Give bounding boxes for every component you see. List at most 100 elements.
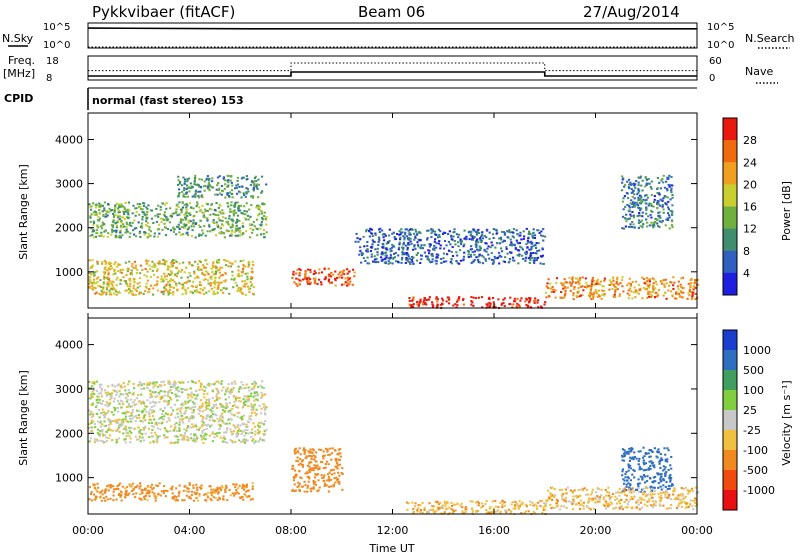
data-cell [367,250,369,252]
data-cell [171,263,173,265]
data-cell [187,234,189,236]
data-cell [261,190,263,192]
data-cell [328,279,330,281]
data-cell [545,296,547,298]
data-cell [413,233,415,235]
data-cell [246,202,248,204]
data-cell [627,193,629,195]
data-cell [409,300,411,302]
data-cell [213,287,215,289]
data-cell [657,215,659,217]
data-cell [575,277,577,279]
data-cell [299,279,301,281]
data-cell [237,177,239,179]
data-cell [126,401,128,403]
data-cell [246,485,248,487]
data-cell [529,504,531,506]
data-cell [164,204,166,206]
data-cell [314,456,316,458]
data-cell [215,270,217,272]
data-cell [105,292,107,294]
data-cell [98,209,100,211]
data-cell [202,442,204,444]
data-cell [457,245,459,247]
data-cell [323,480,325,482]
data-cell [236,180,238,182]
data-cell [381,230,383,232]
data-cell [101,290,103,292]
data-cell [89,440,91,442]
data-cell [156,283,158,285]
data-cell [625,453,627,455]
data-cell [248,291,250,293]
data-cell [192,196,194,198]
data-cell [155,208,157,210]
data-cell [236,285,238,287]
data-cell [230,390,232,392]
data-cell [511,244,513,246]
data-cell [651,181,653,183]
data-cell [203,386,205,388]
data-cell [153,235,155,237]
data-cell [564,292,566,294]
data-cell [476,238,478,240]
data-cell [250,276,252,278]
data-cell [112,285,114,287]
data-cell [660,457,662,459]
data-cell [663,175,665,177]
data-cell [202,216,204,218]
data-cell [213,436,215,438]
data-cell [216,432,218,434]
data-cell [113,219,115,221]
data-cell [243,485,245,487]
data-cell [635,281,637,283]
data-cell [249,281,251,283]
data-cell [603,280,605,282]
data-cell [203,396,205,398]
data-cell [185,206,187,208]
data-cell [239,235,241,237]
data-cell [224,489,226,491]
data-cell [413,239,415,241]
data-cell [653,201,655,203]
data-cell [187,228,189,230]
data-cell [208,226,210,228]
data-cell [509,297,511,299]
data-cell [107,232,109,234]
data-cell [649,278,651,280]
data-cell [676,293,678,295]
data-cell [223,232,225,234]
data-cell [228,293,230,295]
data-cell [324,483,326,485]
data-cell [170,398,172,400]
data-cell [343,269,345,271]
data-cell [121,420,123,422]
data-cell [519,306,521,308]
data-cell [190,182,192,184]
data-cell [657,187,659,189]
data-cell [107,385,109,387]
data-cell [302,464,304,466]
data-cell [481,234,483,236]
data-cell [442,257,444,259]
data-cell [170,229,172,231]
data-cell [182,404,184,406]
data-cell [237,269,239,271]
data-cell [200,186,202,188]
data-cell [171,216,173,218]
nsearch-label: N.Search [745,32,795,45]
data-cell [192,207,194,209]
data-cell [480,239,482,241]
data-cell [317,479,319,481]
data-cell [140,394,142,396]
data-cell [641,297,643,299]
data-cell [484,503,486,505]
data-cell [233,214,235,216]
data-cell [616,277,618,279]
data-cell [103,276,105,278]
data-cell [259,438,261,440]
data-cell [216,397,218,399]
data-cell [440,244,442,246]
freq-tick-high: 18 [46,56,59,67]
data-cell [463,256,465,258]
